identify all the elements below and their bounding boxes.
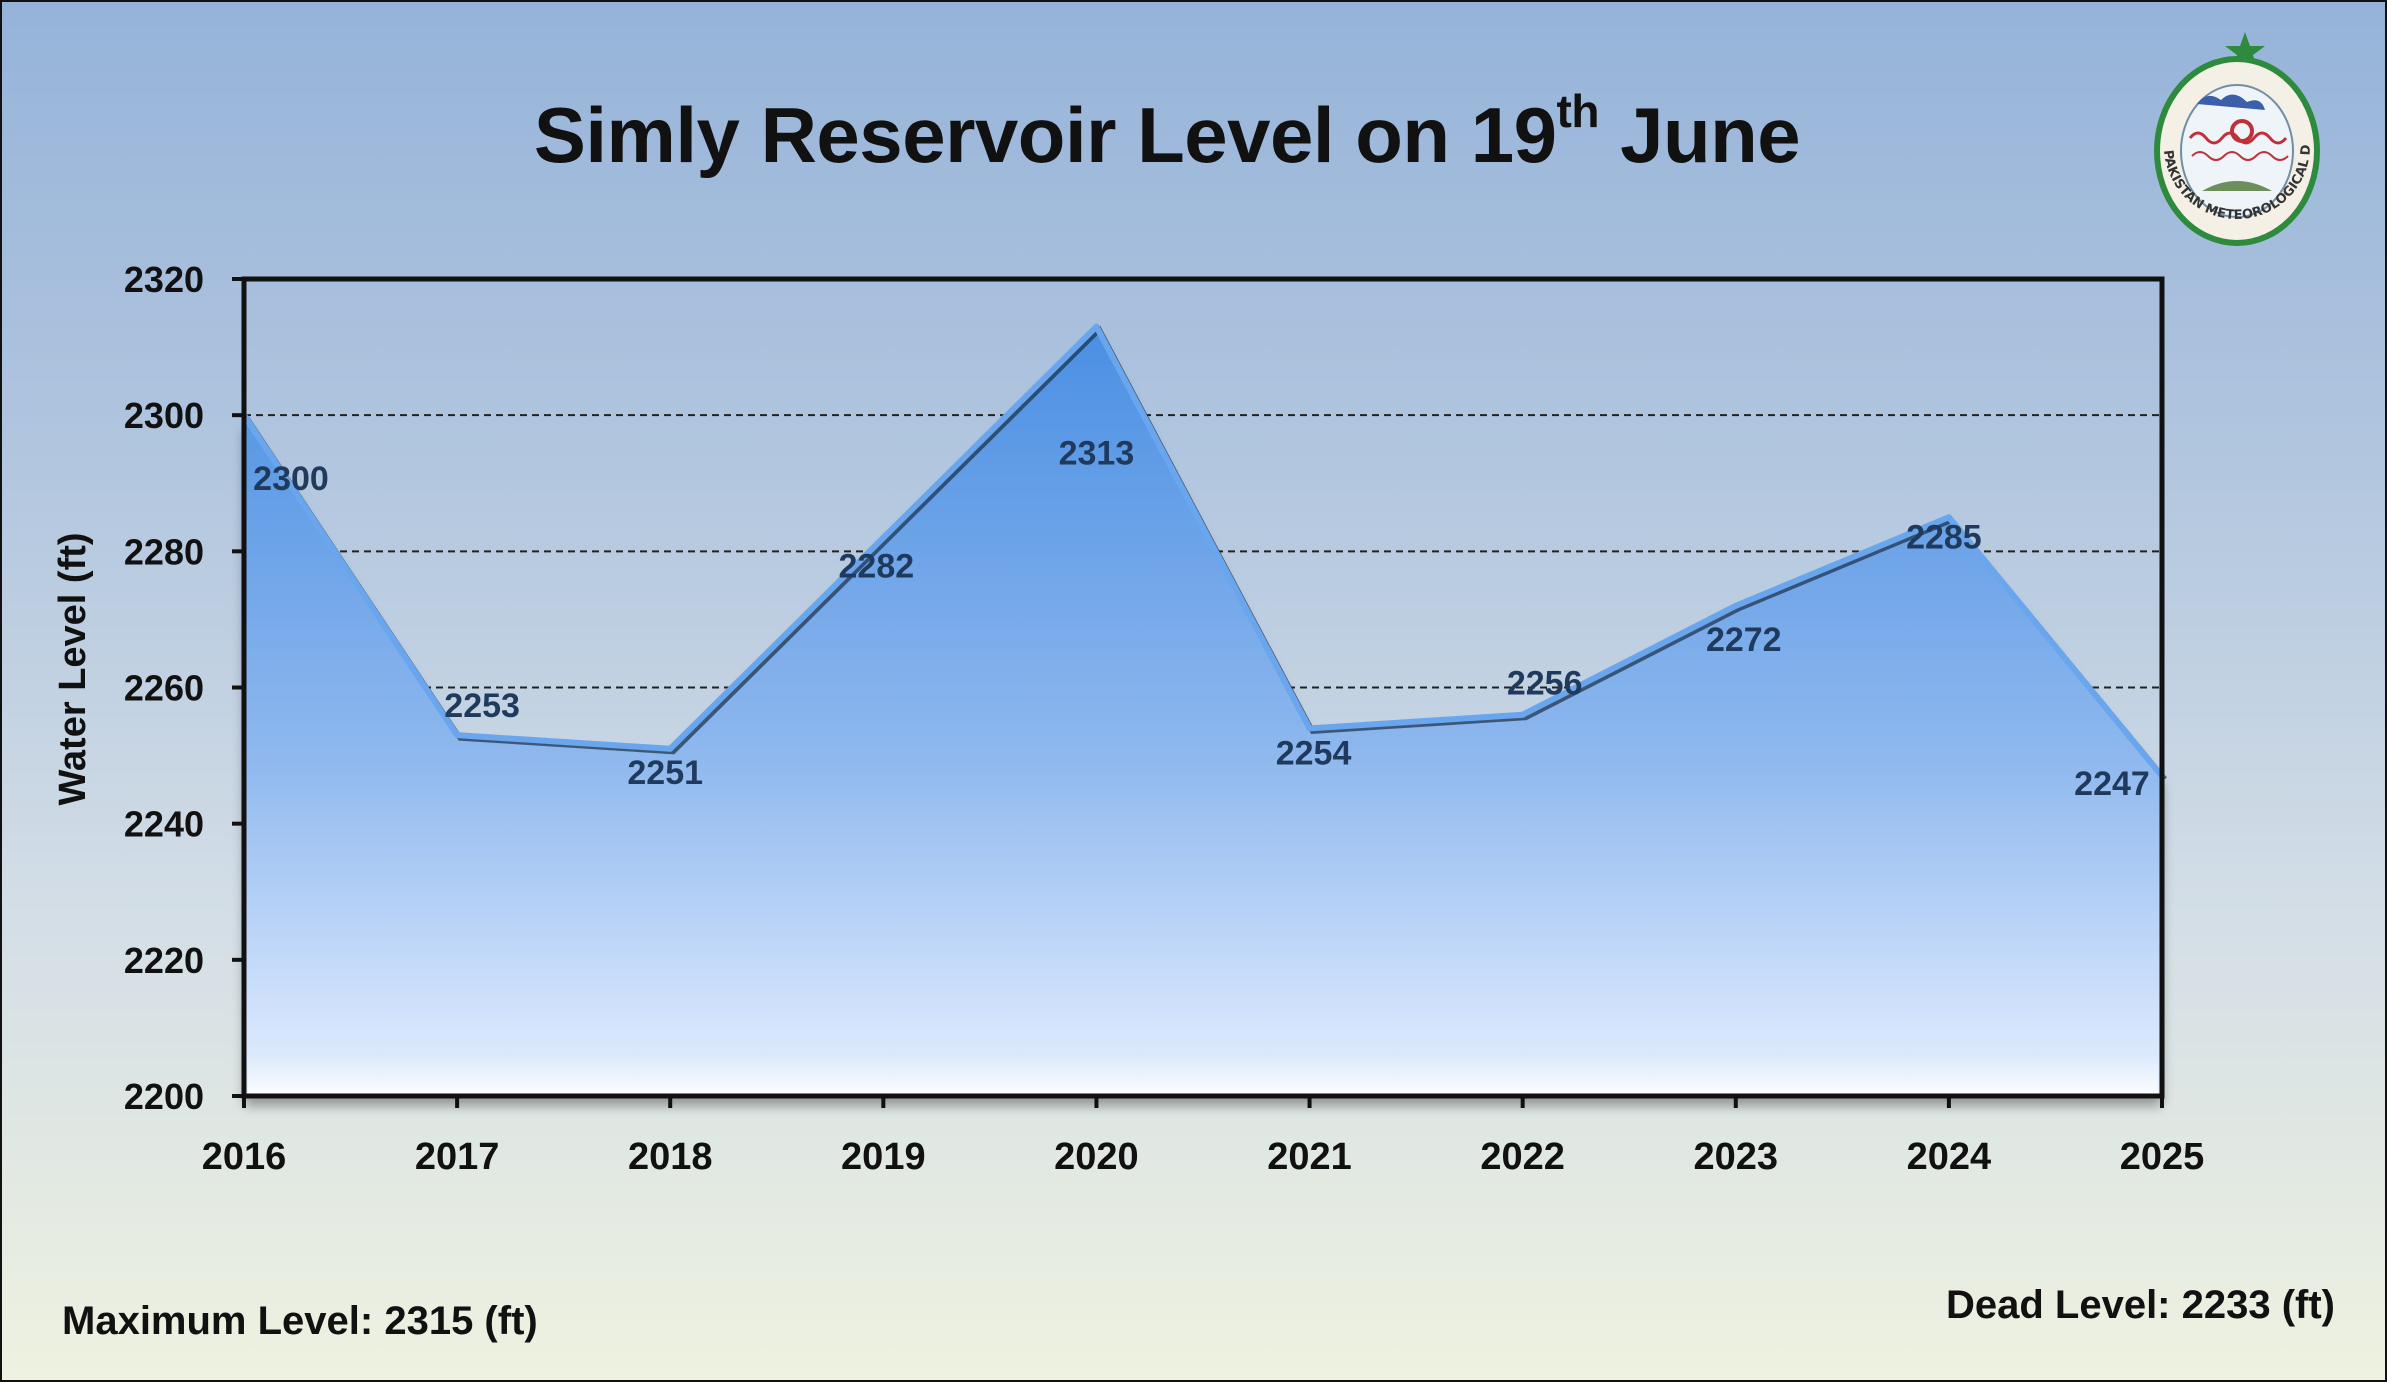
x-tick-label: 2016	[202, 1136, 287, 1178]
y-tick-label: 2260	[124, 668, 204, 709]
y-tick-label: 2300	[124, 395, 204, 436]
maximum-level-note: Maximum Level: 2315 (ft)	[62, 1299, 538, 1343]
y-tick-label: 2220	[124, 940, 204, 981]
data-point	[1519, 711, 1526, 718]
dead-level-note: Dead Level: 2233 (ft)	[1945, 1283, 2335, 1327]
y-tick-label: 2320	[124, 259, 204, 300]
x-tick-label: 2024	[1907, 1136, 1992, 1178]
star-icon	[2225, 32, 2265, 69]
y-tick-label: 2200	[124, 1076, 204, 1117]
chart-title-suffix: June	[1598, 91, 1801, 179]
y-tick-label: 2280	[124, 531, 204, 572]
data-point	[1945, 514, 1952, 521]
x-tick-label: 2025	[2120, 1136, 2205, 1178]
series-line	[241, 323, 2165, 778]
data-label: 2272	[1706, 621, 1782, 659]
data-point	[454, 732, 461, 739]
data-label: 2300	[253, 460, 329, 498]
pmd-logo: PAKISTAN METEOROLOGICAL DEPARTMENT	[2142, 26, 2320, 246]
y-axis-label: Water Level (ft)	[52, 532, 94, 805]
data-point	[1093, 323, 1100, 330]
x-tick-label: 2017	[415, 1136, 500, 1178]
chart-title: Simly Reservoir Level on 19th June	[2, 85, 2332, 181]
data-point	[1732, 602, 1739, 609]
data-label: 2256	[1507, 665, 1583, 703]
x-tick-label: 2022	[1480, 1136, 1565, 1178]
data-label: 2282	[839, 548, 915, 586]
x-tick-label: 2020	[1054, 1136, 1139, 1178]
data-point	[667, 745, 674, 752]
x-tick-label: 2023	[1694, 1136, 1779, 1178]
area-base-bevel	[248, 1054, 2158, 1096]
data-label: 2254	[1276, 734, 1352, 772]
area-fill	[244, 326, 2162, 1096]
x-tick-label: 2021	[1267, 1136, 1352, 1178]
data-point	[1306, 725, 1313, 732]
data-label: 2285	[1906, 518, 1982, 556]
data-label: 2313	[1059, 435, 1135, 473]
chart-title-superscript: th	[1556, 85, 1600, 137]
data-label: 2251	[627, 754, 703, 792]
chart-title-main: Simly Reservoir Level on 19	[533, 91, 1557, 179]
y-tick-label: 2240	[124, 804, 204, 845]
x-tick-label: 2018	[628, 1136, 713, 1178]
x-tick-label: 2019	[841, 1136, 926, 1178]
data-label: 2247	[2074, 765, 2150, 803]
data-label: 2253	[444, 687, 520, 725]
data-point	[880, 534, 887, 541]
